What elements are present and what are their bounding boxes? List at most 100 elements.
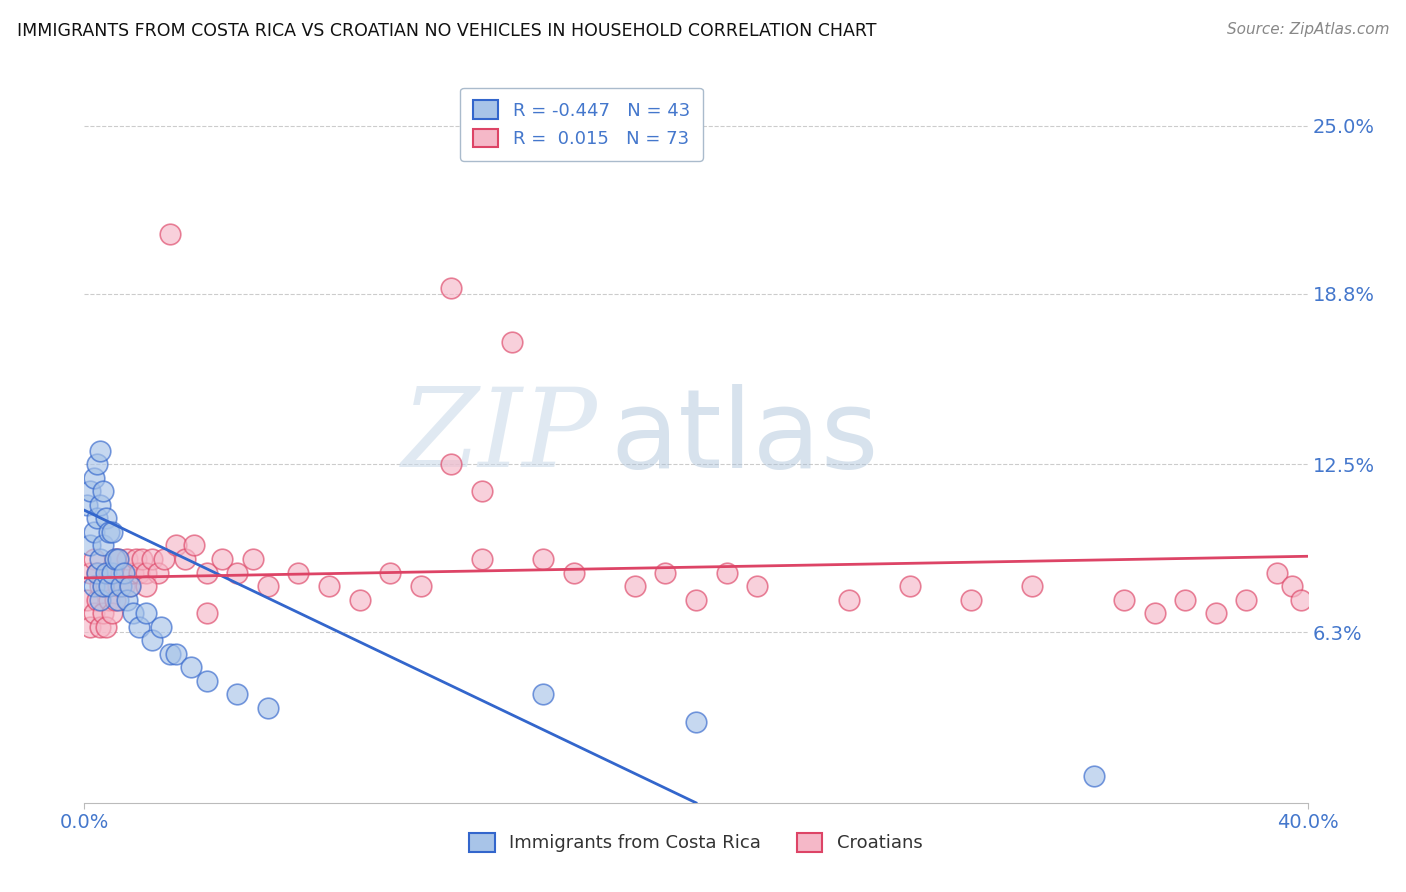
Point (89, 592, 111, 607)
Point (76, 592, 98, 607)
Point (128, 620, 150, 634)
Point (89, 620, 111, 634)
Point (149, 620, 172, 634)
Point (1143, 606, 1166, 620)
Point (91, 484, 114, 499)
Point (257, 701, 280, 715)
Point (79, 620, 101, 634)
Point (101, 566, 124, 580)
Text: ZIP: ZIP (402, 384, 598, 491)
Point (122, 566, 145, 580)
Point (174, 552, 197, 566)
Point (624, 579, 647, 593)
Point (107, 552, 129, 566)
Point (502, 335, 524, 350)
Point (1291, 592, 1313, 607)
Point (125, 552, 148, 566)
Point (104, 552, 127, 566)
Point (195, 606, 218, 620)
Point (409, 579, 432, 593)
Point (183, 538, 205, 552)
Point (107, 579, 129, 593)
Point (120, 579, 142, 593)
Point (91, 579, 114, 593)
Point (135, 566, 157, 580)
Point (97, 579, 120, 593)
Point (685, 714, 707, 729)
Point (195, 566, 218, 580)
Point (83, 579, 105, 593)
Point (94, 511, 117, 525)
Point (89, 552, 111, 566)
Point (97, 592, 120, 607)
Point (97, 524, 120, 539)
Point (685, 592, 707, 607)
Point (226, 688, 249, 702)
Point (1083, 769, 1105, 783)
Point (79, 484, 101, 499)
Point (101, 566, 124, 580)
Point (471, 484, 494, 499)
Point (141, 633, 163, 648)
Point (1021, 579, 1043, 593)
Point (1236, 592, 1258, 607)
Point (960, 592, 983, 607)
Legend: Immigrants from Costa Rica, Croatians: Immigrants from Costa Rica, Croatians (463, 826, 929, 860)
Point (349, 592, 371, 607)
Point (1114, 592, 1136, 607)
Point (165, 538, 187, 552)
Point (120, 579, 142, 593)
Point (716, 566, 738, 580)
Point (101, 524, 124, 539)
Point (159, 647, 181, 661)
Point (1174, 592, 1197, 607)
Point (89, 443, 111, 458)
Point (128, 566, 150, 580)
Point (440, 457, 463, 471)
Point (838, 592, 860, 607)
Point (211, 552, 233, 566)
Point (101, 606, 124, 620)
Point (86, 511, 108, 525)
Point (471, 552, 494, 566)
Point (79, 538, 101, 552)
Point (91, 538, 114, 552)
Point (86, 566, 108, 580)
Point (94, 620, 117, 634)
Point (112, 579, 135, 593)
Text: atlas: atlas (610, 384, 879, 491)
Point (257, 579, 280, 593)
Point (1265, 566, 1288, 580)
Point (107, 552, 129, 566)
Point (83, 606, 105, 620)
Point (91, 606, 114, 620)
Point (747, 579, 769, 593)
Point (91, 579, 114, 593)
Point (380, 566, 402, 580)
Point (531, 688, 554, 702)
Point (104, 592, 127, 607)
Point (83, 471, 105, 485)
Point (287, 566, 309, 580)
Point (131, 552, 153, 566)
Point (135, 579, 157, 593)
Point (104, 552, 127, 566)
Point (86, 566, 108, 580)
Point (97, 566, 120, 580)
Text: IMMIGRANTS FROM COSTA RICA VS CROATIAN NO VEHICLES IN HOUSEHOLD CORRELATION CHAR: IMMIGRANTS FROM COSTA RICA VS CROATIAN N… (17, 22, 876, 40)
Point (76, 498, 98, 512)
Point (440, 281, 463, 295)
Point (1281, 579, 1303, 593)
Point (898, 579, 921, 593)
Point (79, 566, 101, 580)
Point (159, 227, 181, 241)
Point (83, 552, 105, 566)
Point (83, 524, 105, 539)
Point (153, 552, 176, 566)
Point (94, 566, 117, 580)
Point (89, 579, 111, 593)
Point (180, 660, 202, 674)
Point (1205, 606, 1227, 620)
Point (242, 552, 264, 566)
Point (654, 566, 676, 580)
